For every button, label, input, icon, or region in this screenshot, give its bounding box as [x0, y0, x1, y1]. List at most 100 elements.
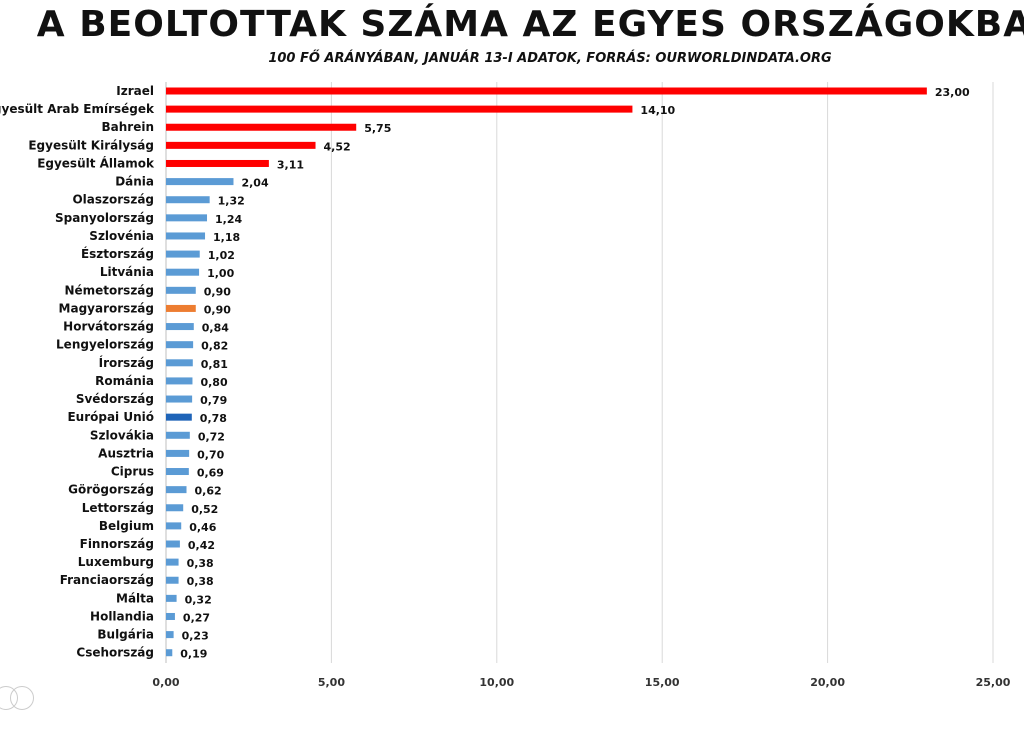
category-label: Ausztria: [98, 446, 154, 460]
circle-icon: [10, 686, 34, 710]
data-label: 0,80: [200, 376, 227, 389]
data-label: 0,78: [200, 412, 227, 425]
bar: [166, 612, 175, 620]
data-label: 0,69: [197, 467, 224, 480]
bar: [166, 323, 194, 331]
data-label: 0,62: [195, 485, 222, 498]
category-label: Magyarország: [59, 301, 154, 315]
category-label: Románia: [95, 374, 154, 388]
bar: [166, 431, 190, 439]
data-label: 0,84: [202, 322, 229, 335]
category-label: Lettország: [82, 501, 154, 515]
bar: [166, 576, 179, 584]
bar: [166, 87, 927, 95]
bar: [166, 413, 192, 421]
category-label: Szlovénia: [89, 229, 154, 243]
data-label: 1,02: [208, 249, 235, 262]
category-label: Bahrein: [102, 120, 155, 134]
category-label: Észtország: [81, 246, 154, 261]
category-label: Egyesült Arab Emírségek: [0, 102, 155, 116]
bar: [166, 304, 196, 312]
data-label: 0,27: [183, 611, 210, 624]
category-label: Hollandia: [90, 609, 154, 623]
bar: [166, 250, 200, 258]
bar: [166, 123, 357, 131]
category-label: Németország: [64, 283, 154, 297]
bar: [166, 468, 189, 476]
category-label: Egyesült Királyság: [28, 138, 154, 152]
bar: [166, 631, 174, 639]
category-label: Luxemburg: [78, 555, 154, 569]
chart-title: A BEOLTOTTAK SZÁMA AZ EGYES ORSZÁGOKBAN: [36, 4, 1024, 45]
x-tick-label: 15,00: [645, 676, 680, 689]
bar: [166, 649, 173, 657]
data-label: 0,32: [185, 593, 212, 606]
x-tick-label: 0,00: [152, 676, 179, 689]
data-label: 0,52: [191, 503, 218, 516]
x-tick-label: 25,00: [976, 676, 1011, 689]
x-tick-label: 5,00: [318, 676, 345, 689]
bar: [166, 395, 193, 403]
x-tick-label: 20,00: [810, 676, 845, 689]
data-label: 1,32: [218, 195, 245, 208]
category-label: Görögország: [68, 483, 154, 497]
data-label: 0,38: [187, 575, 214, 588]
bar: [166, 268, 200, 276]
bar: [166, 359, 193, 367]
category-label: Finnország: [80, 537, 154, 551]
bar: [166, 159, 269, 167]
bar: [166, 377, 193, 385]
category-label: Csehország: [76, 646, 154, 660]
category-label: Málta: [116, 591, 154, 605]
category-label: Spanyolország: [55, 211, 154, 225]
bar: [166, 286, 196, 294]
bar: [166, 141, 316, 149]
data-label: 5,75: [364, 122, 391, 135]
category-label: Litvánia: [100, 265, 154, 279]
bar: [166, 178, 234, 186]
data-label: 2,04: [241, 177, 268, 190]
category-label: Olaszország: [72, 193, 154, 207]
category-label: Svédország: [76, 392, 154, 406]
data-label: 3,11: [277, 158, 304, 171]
bar: [166, 594, 177, 602]
data-label: 0,46: [189, 521, 216, 534]
data-label: 1,24: [215, 213, 242, 226]
category-label: Belgium: [99, 519, 154, 533]
data-label: 0,38: [187, 557, 214, 570]
data-label: 0,70: [197, 448, 224, 461]
bar: [166, 449, 190, 457]
bar: [166, 540, 180, 548]
bar: [166, 558, 179, 566]
category-label: Európai Unió: [67, 410, 154, 424]
category-label: Ciprus: [111, 465, 154, 479]
category-label: Dánia: [115, 175, 154, 189]
data-label: 0,90: [204, 285, 231, 298]
bar: [166, 522, 182, 530]
data-label: 0,81: [201, 358, 228, 371]
data-label: 0,82: [201, 340, 228, 353]
category-label: Franciaország: [60, 573, 154, 587]
bar: [166, 196, 210, 204]
category-label: Bulgária: [97, 628, 154, 642]
category-label: Lengyelország: [56, 338, 154, 352]
data-label: 0,90: [204, 303, 231, 316]
bar: [166, 341, 194, 349]
bar: [166, 232, 206, 240]
chart-subtitle: 100 FŐ ARÁNYÁBAN, JANUÁR 13-I ADATOK, FO…: [268, 51, 832, 66]
data-label: 23,00: [935, 86, 970, 99]
category-label: Egyesült Államok: [37, 155, 155, 170]
data-label: 4,52: [324, 140, 351, 153]
category-label: Szlovákia: [90, 428, 154, 442]
bar: [166, 504, 184, 512]
data-label: 1,18: [213, 231, 240, 244]
bar: [166, 214, 208, 222]
data-label: 14,10: [640, 104, 675, 117]
data-label: 0,42: [188, 539, 215, 552]
category-label: Horvátország: [63, 320, 154, 334]
data-label: 0,79: [200, 394, 227, 407]
data-label: 1,00: [207, 267, 234, 280]
bar: [166, 105, 633, 113]
data-label: 0,23: [182, 630, 209, 643]
